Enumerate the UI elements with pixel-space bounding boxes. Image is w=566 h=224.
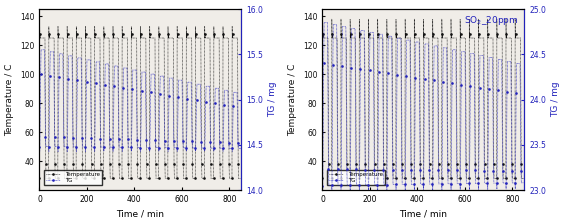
TG: [64, 150, 71, 153]
Temperature: [238, 177, 245, 180]
TG: [36, 145, 43, 148]
TG: [508, 60, 514, 63]
TG: [225, 89, 231, 92]
Text: SO$_2$_20ppm: SO$_2$_20ppm: [464, 15, 518, 28]
Temperature: [521, 177, 528, 180]
Y-axis label: TG / mg: TG / mg: [551, 82, 560, 117]
Legend: Temperature, TG: Temperature, TG: [327, 170, 385, 185]
Y-axis label: Temperature / C: Temperature / C: [289, 63, 298, 136]
Line: Temperature: Temperature: [322, 19, 525, 179]
Y-axis label: Temperature / C: Temperature / C: [6, 63, 15, 136]
Temperature: [319, 18, 326, 21]
TG: [495, 89, 501, 92]
Temperature: [52, 163, 58, 165]
TG: [471, 52, 478, 55]
TG: [447, 182, 454, 185]
TG: [335, 184, 341, 187]
TG: [164, 146, 171, 149]
Temperature: [494, 37, 500, 39]
TG: [521, 181, 528, 184]
TG: [36, 150, 43, 153]
X-axis label: Time / min: Time / min: [116, 209, 164, 218]
Temperature: [220, 37, 227, 39]
Temperature: [319, 177, 326, 180]
TG: [319, 184, 326, 187]
Temperature: [184, 37, 191, 39]
Y-axis label: TG / mg: TG / mg: [268, 82, 277, 117]
TG: [319, 192, 326, 195]
Temperature: [346, 177, 353, 180]
Temperature: [503, 37, 510, 39]
Temperature: [467, 37, 474, 39]
Temperature: [36, 25, 43, 28]
TG: [52, 145, 58, 148]
X-axis label: Time / min: Time / min: [399, 209, 447, 218]
Temperature: [63, 177, 70, 180]
TG: [188, 81, 195, 84]
TG: [321, 21, 328, 24]
TG: [38, 48, 45, 51]
Temperature: [335, 163, 341, 165]
Line: TG: TG: [322, 22, 525, 194]
TG: [238, 147, 245, 150]
Temperature: [164, 177, 171, 180]
Temperature: [447, 177, 454, 180]
Line: TG: TG: [39, 49, 242, 152]
TG: [212, 102, 218, 105]
Line: Temperature: Temperature: [39, 26, 242, 179]
Legend: Temperature, TG: Temperature, TG: [44, 170, 102, 185]
Temperature: [211, 37, 217, 39]
TG: [347, 192, 354, 194]
Temperature: [36, 177, 43, 180]
